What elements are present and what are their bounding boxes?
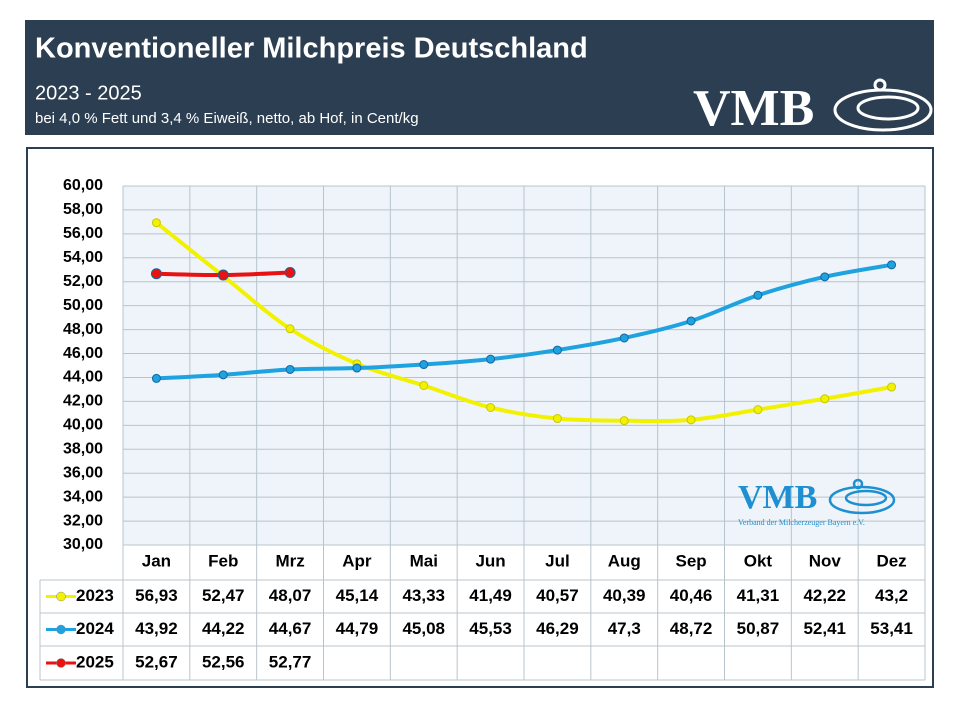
- y-tick-label: 60,00: [63, 177, 103, 194]
- x-tick-label: Apr: [342, 551, 372, 570]
- value-label: 45,53: [469, 619, 512, 638]
- value-label: 46,29: [536, 619, 579, 638]
- x-tick-label: Sep: [675, 551, 706, 570]
- x-tick-label: Jan: [142, 551, 171, 570]
- legend-marker: [56, 658, 66, 668]
- value-label: 48,72: [670, 619, 713, 638]
- value-label: 40,46: [670, 586, 713, 605]
- series-point: [285, 324, 295, 334]
- y-tick-label: 48,00: [63, 321, 103, 338]
- x-tick-label: Aug: [608, 551, 641, 570]
- value-label: 52,47: [202, 586, 245, 605]
- value-label: 44,67: [269, 619, 312, 638]
- value-label: 41,49: [469, 586, 512, 605]
- series-point: [352, 363, 362, 373]
- series-line: [156, 262, 892, 381]
- value-label: 45,14: [336, 586, 379, 605]
- y-tick-label: 40,00: [63, 417, 103, 434]
- legend-label: 2025: [76, 652, 114, 671]
- series-point: [419, 360, 429, 370]
- legend-marker: [56, 624, 66, 635]
- chart-logo: VMB: [738, 479, 817, 516]
- legend-label: 2023: [76, 586, 114, 605]
- value-label: 44,22: [202, 619, 245, 638]
- y-tick-label: 34,00: [63, 488, 103, 505]
- series-point: [218, 370, 228, 380]
- series-point: [552, 414, 562, 424]
- series-point: [887, 382, 897, 392]
- value-label: 45,08: [402, 619, 445, 638]
- series-point: [820, 272, 830, 282]
- y-tick-label: 36,00: [63, 464, 103, 481]
- y-tick-label: 42,00: [63, 393, 103, 410]
- y-tick-label: 30,00: [63, 536, 103, 553]
- x-tick-label: Feb: [208, 551, 238, 570]
- value-label: 52,56: [202, 652, 245, 671]
- x-tick-label: Jul: [545, 551, 570, 570]
- value-label: 53,41: [870, 619, 913, 638]
- series-point: [686, 316, 696, 326]
- series-point: [753, 290, 763, 300]
- series-point: [419, 380, 429, 390]
- series-point: [150, 268, 162, 280]
- value-label: 52,67: [135, 652, 178, 671]
- y-tick-label: 54,00: [63, 249, 103, 266]
- chart-logo-emblem: [828, 478, 896, 515]
- series-point: [619, 416, 629, 426]
- value-label: 42,22: [803, 586, 846, 605]
- value-label: 40,39: [603, 586, 646, 605]
- chart-logo-caption: Verband der Milcherzeuger Bayern e.V.: [738, 518, 865, 527]
- header-logo-emblem: [833, 78, 933, 132]
- x-tick-label: Jun: [475, 551, 505, 570]
- series-point: [486, 354, 496, 364]
- value-label: 40,57: [536, 586, 579, 605]
- value-label: 50,87: [737, 619, 780, 638]
- y-tick-label: 56,00: [63, 225, 103, 242]
- series-point: [151, 373, 161, 383]
- legend-marker: [56, 591, 66, 602]
- series-point: [552, 345, 562, 355]
- value-label: 52,41: [803, 619, 846, 638]
- x-tick-label: Nov: [809, 551, 842, 570]
- y-tick-label: 52,00: [63, 273, 103, 290]
- note: bei 4,0 % Fett und 3,4 % Eiweiß, netto, …: [35, 110, 419, 127]
- legend-label: 2024: [76, 619, 114, 638]
- value-label: 43,33: [402, 586, 445, 605]
- value-label: 41,31: [737, 586, 780, 605]
- series-point: [619, 333, 629, 343]
- series-point: [217, 269, 229, 281]
- value-label: 47,3: [608, 619, 641, 638]
- value-label: 44,79: [336, 619, 379, 638]
- x-tick-label: Mrz: [275, 551, 304, 570]
- value-label: 56,93: [135, 586, 178, 605]
- series-point: [151, 218, 161, 228]
- value-label: 43,2: [875, 586, 908, 605]
- series-point: [486, 403, 496, 413]
- y-tick-label: 58,00: [63, 201, 103, 218]
- header-logo: VMB: [693, 80, 814, 137]
- value-label: 52,77: [269, 652, 312, 671]
- header-band: [25, 20, 934, 135]
- value-label: 48,07: [269, 586, 312, 605]
- title: Konventioneller Milchpreis Deutschland: [35, 33, 588, 65]
- y-tick-label: 46,00: [63, 345, 103, 362]
- y-tick-label: 44,00: [63, 369, 103, 386]
- y-tick-label: 38,00: [63, 440, 103, 457]
- series-point: [686, 415, 696, 425]
- series-point: [753, 405, 763, 415]
- series-point: [285, 364, 295, 374]
- y-tick-label: 32,00: [63, 512, 103, 529]
- x-tick-label: Mai: [410, 551, 438, 570]
- value-label: 43,92: [135, 619, 178, 638]
- series-point: [284, 267, 296, 279]
- subtitle: 2023 - 2025: [35, 82, 142, 104]
- series-point: [887, 260, 897, 270]
- x-tick-label: Dez: [876, 551, 906, 570]
- x-tick-label: Okt: [744, 551, 773, 570]
- y-tick-label: 50,00: [63, 297, 103, 314]
- chart: 30,00 32,00 34,00 36,00 38,00 40,00 42,00 44,00…: [39, 177, 926, 681]
- series-point: [820, 394, 830, 404]
